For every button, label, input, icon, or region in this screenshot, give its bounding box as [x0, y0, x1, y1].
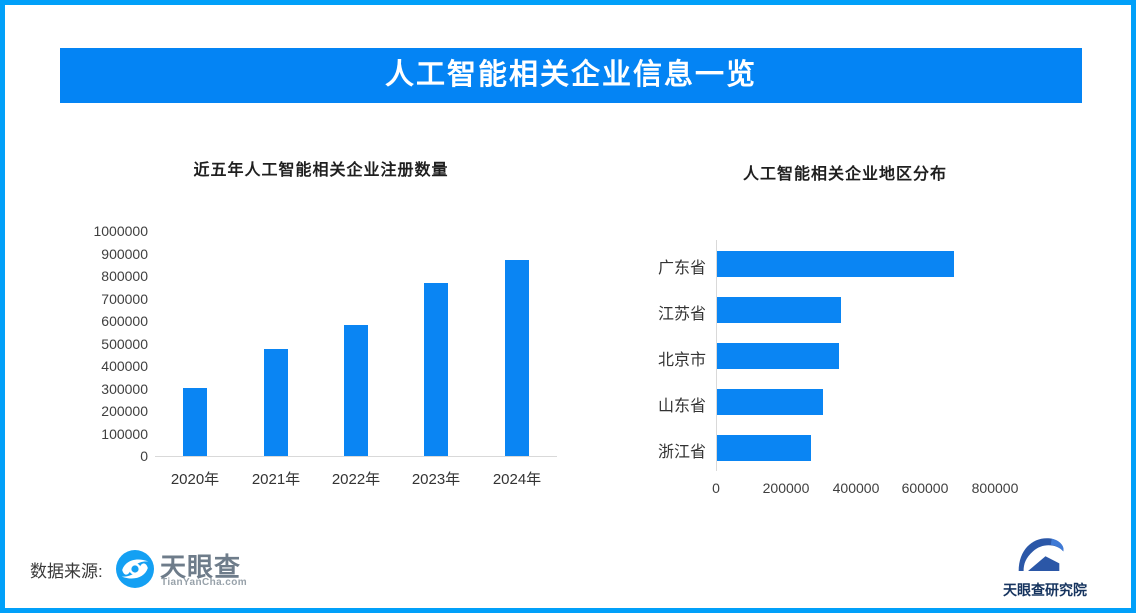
tianyancha-research-logo-icon [1018, 538, 1064, 571]
tianyancha-logo-url: TianYanCha.com [161, 577, 247, 588]
x-axis-tick-label: 600000 [901, 480, 949, 496]
y-axis-category-label: 广东省 [657, 260, 706, 277]
y-axis-category-label: 江苏省 [657, 306, 706, 323]
y-axis-tick-label: 700000 [101, 290, 148, 307]
y-axis-tick-label: 200000 [101, 403, 148, 419]
y-axis-tick-label: 500000 [101, 335, 148, 352]
tianyancha-logo-text: 天眼查 [160, 552, 242, 582]
column-bar [264, 349, 288, 456]
x-axis-tick-label: 400000 [832, 480, 880, 496]
y-axis-category-label: 浙江省 [657, 444, 706, 461]
registration-chart-title: 近五年人工智能相关企业注册数量 [193, 162, 449, 179]
row-bar [717, 389, 823, 415]
y-axis-category-label: 山东省 [657, 398, 706, 415]
x-axis-category-label: 2024年 [492, 471, 542, 488]
x-axis-line [155, 456, 557, 457]
data-source-label: 数据来源: [30, 562, 103, 581]
column-bar [344, 325, 368, 456]
x-axis-category-label: 2022年 [331, 471, 381, 488]
y-axis-tick-label: 800000 [101, 268, 148, 284]
y-axis-tick-label: 400000 [101, 358, 148, 374]
y-axis-line [716, 240, 717, 471]
row-bar [717, 343, 839, 369]
y-axis-tick-label: 300000 [101, 380, 148, 397]
y-axis-tick-label: 600000 [101, 313, 148, 329]
column-bar [424, 283, 448, 456]
y-axis-tick-label: 900000 [101, 245, 148, 262]
y-axis-tick-label: 0 [140, 448, 148, 464]
tianyancha-logo-icon [116, 550, 154, 588]
row-bar [717, 435, 811, 461]
column-bar [505, 260, 529, 456]
region-chart-title: 人工智能相关企业地区分布 [742, 166, 947, 183]
y-axis-category-label: 北京市 [657, 352, 706, 369]
column-bar [183, 388, 207, 456]
row-bar [717, 297, 841, 323]
y-axis-tick-label: 100000 [101, 425, 148, 442]
x-axis-category-label: 2021年 [251, 471, 301, 488]
page-title: 人工智能相关企业信息一览 [60, 48, 1082, 103]
x-axis-tick-label: 800000 [971, 480, 1019, 496]
x-axis-category-label: 2023年 [411, 471, 461, 488]
x-axis-tick-label: 200000 [762, 480, 810, 496]
x-axis-tick-label: 0 [712, 480, 720, 496]
x-axis-category-label: 2020年 [170, 471, 220, 488]
y-axis-tick-label: 1000000 [93, 223, 148, 239]
tianyancha-research-logo-text: 天眼查研究院 [1003, 582, 1087, 598]
row-bar [717, 251, 954, 277]
